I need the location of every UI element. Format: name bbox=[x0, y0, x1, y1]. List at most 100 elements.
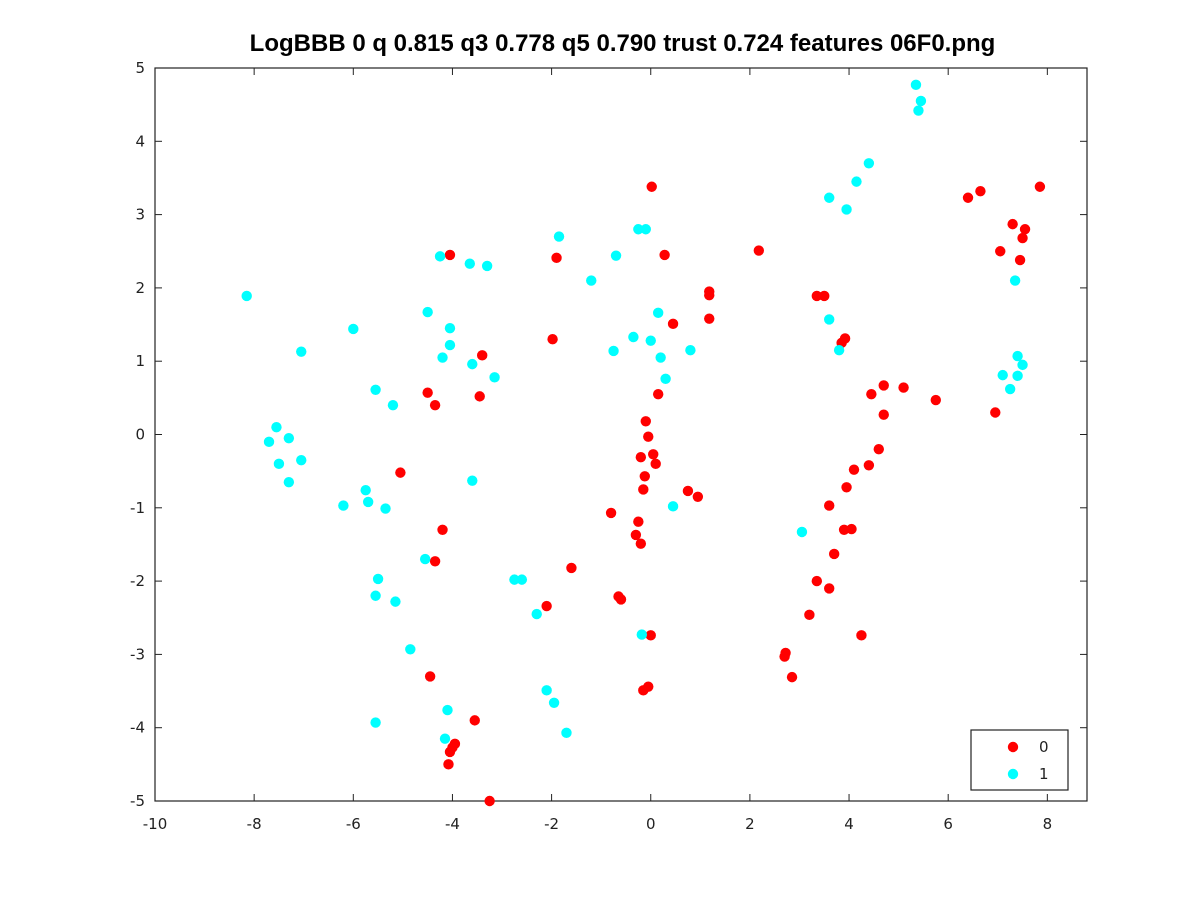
data-point-series-0 bbox=[962, 192, 974, 203]
data-point-series-0 bbox=[652, 388, 664, 400]
data-point-series-1 bbox=[370, 717, 381, 728]
data-point-series-1 bbox=[516, 574, 528, 585]
data-point-series-1 bbox=[467, 475, 478, 486]
data-point-series-1 bbox=[405, 644, 416, 655]
data-point-series-1 bbox=[645, 335, 656, 346]
data-point-series-1 bbox=[610, 250, 622, 261]
data-point-series-1 bbox=[283, 432, 295, 444]
data-point-series-1 bbox=[796, 526, 808, 538]
chart-title: LogBBB 0 q 0.815 q3 0.778 q5 0.790 trust… bbox=[249, 30, 996, 57]
data-point-series-0 bbox=[476, 350, 488, 361]
x-tick-label: 4 bbox=[844, 815, 854, 833]
data-point-series-0 bbox=[990, 407, 1001, 418]
data-point-series-1 bbox=[263, 436, 275, 448]
data-point-series-1 bbox=[419, 553, 431, 565]
y-tick-label: 3 bbox=[135, 206, 145, 224]
data-point-series-1 bbox=[509, 574, 520, 585]
data-point-series-0 bbox=[824, 583, 835, 594]
data-point-series-1 bbox=[667, 501, 679, 512]
y-tick-label: 0 bbox=[135, 426, 145, 444]
data-point-series-1 bbox=[1012, 370, 1023, 382]
data-point-series-0 bbox=[975, 185, 986, 197]
y-tick-label: -2 bbox=[130, 572, 145, 590]
legend-label-1: 1 bbox=[1039, 765, 1049, 783]
data-point-series-1 bbox=[541, 685, 552, 696]
data-point-series-1 bbox=[434, 251, 446, 262]
data-point-series-0 bbox=[429, 556, 441, 567]
data-point-series-0 bbox=[437, 524, 448, 535]
data-point-series-1 bbox=[841, 204, 852, 215]
data-point-series-1 bbox=[660, 373, 671, 384]
data-point-series-1 bbox=[444, 339, 456, 351]
data-point-series-1 bbox=[851, 176, 862, 187]
y-tick-label: 1 bbox=[135, 352, 145, 370]
data-point-series-0 bbox=[824, 500, 835, 511]
data-point-series-1 bbox=[380, 503, 391, 514]
data-point-series-0 bbox=[786, 671, 798, 683]
data-point-series-0 bbox=[643, 681, 654, 692]
data-point-series-0 bbox=[878, 380, 889, 391]
data-point-series-0 bbox=[429, 399, 441, 411]
data-point-series-1 bbox=[362, 496, 374, 508]
data-point-series-0 bbox=[635, 452, 647, 463]
data-point-series-1 bbox=[655, 352, 666, 363]
data-point-series-1 bbox=[553, 231, 565, 242]
data-point-series-0 bbox=[551, 252, 562, 264]
data-point-series-1 bbox=[997, 369, 1008, 381]
data-point-series-0 bbox=[828, 548, 840, 560]
x-tick-label: 8 bbox=[1043, 815, 1053, 833]
data-point-series-1 bbox=[437, 352, 448, 363]
data-point-series-1 bbox=[489, 372, 500, 383]
data-point-series-1 bbox=[685, 345, 696, 356]
data-point-series-1 bbox=[833, 345, 845, 356]
data-point-series-1 bbox=[241, 290, 252, 302]
y-tick-label: -3 bbox=[130, 645, 145, 663]
data-points bbox=[241, 79, 1046, 807]
data-point-series-0 bbox=[638, 484, 649, 495]
plot-area bbox=[154, 67, 1088, 802]
data-point-series-0 bbox=[566, 562, 577, 574]
data-point-series-0 bbox=[995, 246, 1006, 257]
data-point-series-1 bbox=[915, 95, 927, 107]
data-point-series-0 bbox=[898, 382, 909, 393]
data-point-series-1 bbox=[464, 258, 475, 269]
data-point-series-1 bbox=[481, 260, 493, 272]
data-point-series-0 bbox=[667, 318, 679, 330]
data-point-series-0 bbox=[753, 245, 765, 256]
x-tick-label: 6 bbox=[943, 815, 953, 833]
x-tick-label: 2 bbox=[745, 815, 755, 833]
data-point-series-1 bbox=[467, 358, 478, 370]
data-point-series-1 bbox=[586, 275, 597, 286]
data-point-series-0 bbox=[811, 290, 823, 302]
y-tick-label: 4 bbox=[135, 132, 145, 150]
data-point-series-0 bbox=[424, 671, 436, 682]
y-tick-label: 5 bbox=[135, 59, 145, 77]
data-point-series-0 bbox=[395, 467, 406, 478]
x-tick-label: -2 bbox=[544, 815, 559, 833]
data-point-series-1 bbox=[863, 158, 875, 169]
legend-marker-0 bbox=[1007, 741, 1019, 753]
data-point-series-1 bbox=[1017, 359, 1028, 371]
data-point-series-1 bbox=[1012, 350, 1023, 362]
data-point-series-1 bbox=[531, 608, 542, 620]
data-point-series-0 bbox=[682, 485, 694, 497]
data-point-series-0 bbox=[474, 391, 485, 402]
data-point-series-1 bbox=[271, 421, 282, 433]
data-point-series-0 bbox=[856, 630, 867, 641]
data-point-series-1 bbox=[296, 346, 307, 357]
data-point-series-1 bbox=[636, 629, 648, 640]
data-point-series-0 bbox=[645, 630, 656, 641]
data-point-series-0 bbox=[848, 464, 860, 475]
legend-label-0: 0 bbox=[1039, 738, 1049, 756]
data-point-series-1 bbox=[910, 79, 922, 91]
data-point-series-1 bbox=[387, 399, 399, 411]
data-point-series-0 bbox=[1007, 218, 1018, 230]
data-point-series-0 bbox=[779, 651, 790, 662]
data-point-series-1 bbox=[913, 105, 924, 116]
data-point-series-0 bbox=[443, 759, 454, 770]
data-point-series-1 bbox=[372, 573, 384, 585]
data-point-series-0 bbox=[839, 333, 851, 344]
data-point-series-0 bbox=[692, 491, 704, 503]
